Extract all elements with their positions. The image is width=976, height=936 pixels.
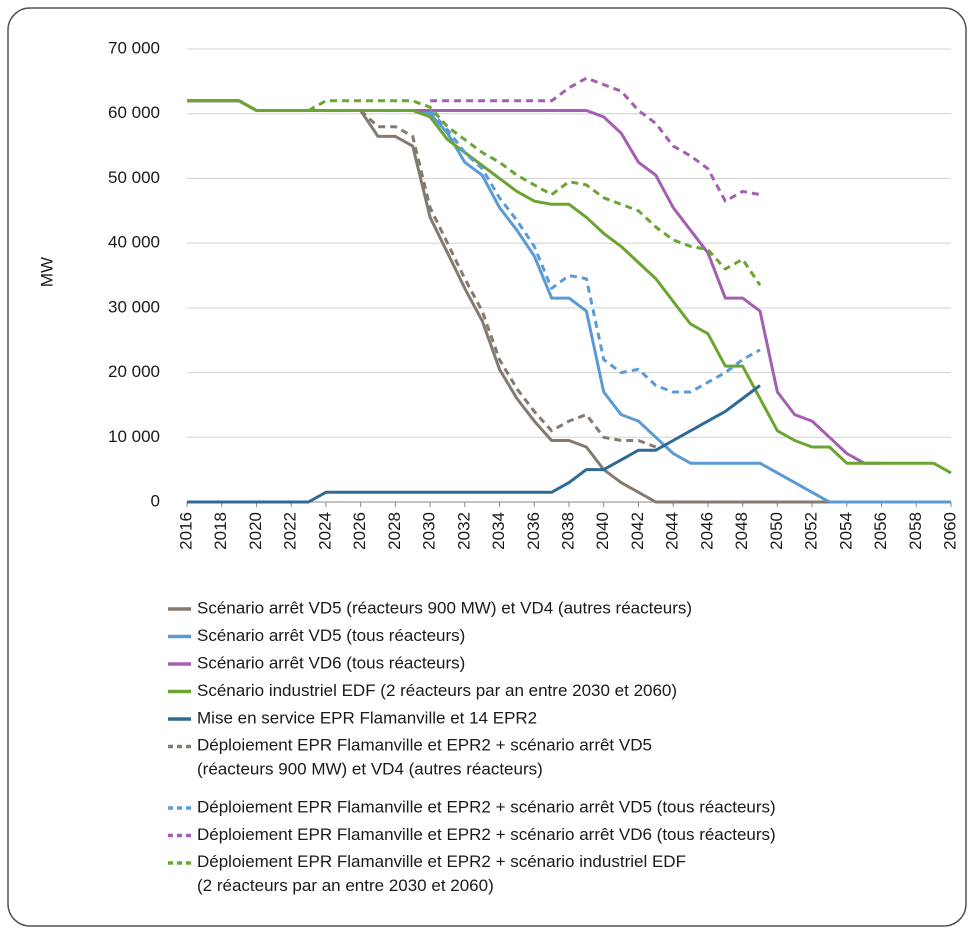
x-tick-label: 2024 [315,512,334,550]
x-tick-label: 2016 [176,512,195,550]
legend-label: Déploiement EPR Flamanville et EPR2 + sc… [197,736,657,779]
y-tick-label: 40 000 [108,233,160,252]
frame [7,7,967,927]
y-tick-label: 30 000 [108,297,160,316]
series-line [187,384,761,504]
y-tick-label: 20 000 [108,362,160,381]
legend-label: Déploiement EPR Flamanville et EPR2 + sc… [197,825,776,844]
x-tick-label: 2042 [628,512,647,550]
x-tick-label: 2020 [246,512,265,550]
x-tick-label: 2022 [281,512,300,550]
x-tick-label: 2018 [211,512,230,550]
x-tick-label: 2030 [420,512,439,550]
x-tick-label: 2060 [940,512,959,550]
x-tick-label: 2036 [524,512,543,550]
series-line [187,99,952,475]
x-tick-label: 2052 [802,512,821,550]
x-tick-label: 2044 [663,512,682,550]
x-tick-label: 2026 [350,512,369,550]
y-tick-label: 60 000 [108,103,160,122]
x-tick-label: 2050 [767,512,786,550]
legend-label: Scénario arrêt VD5 (réacteurs 900 MW) et… [197,598,692,617]
y-tick-label: 50 000 [108,168,160,187]
legend-label: Scénario arrêt VD6 (tous réacteurs) [197,653,465,672]
legend-label: Mise en service EPR Flamanville et 14 EP… [197,708,537,727]
x-tick-label: 2046 [697,512,716,550]
legend-label: Scénario arrêt VD5 (tous réacteurs) [197,626,465,645]
x-tick-label: 2054 [836,512,855,550]
series-line [430,76,761,203]
y-tick-label: 70 000 [108,38,160,57]
x-tick-label: 2048 [732,512,751,550]
series-line [359,109,657,449]
x-tick-label: 2040 [593,512,612,550]
legend-label: Déploiement EPR Flamanville et EPR2 + sc… [197,797,776,816]
x-tick-label: 2032 [454,512,473,550]
x-tick-label: 2058 [906,512,925,550]
y-tick-label: 10 000 [108,427,160,446]
y-axis-label: MW [37,257,56,287]
legend-label: Déploiement EPR Flamanville et EPR2 + sc… [197,852,691,895]
x-tick-label: 2034 [489,512,508,550]
series-line [307,99,762,287]
legend-label: Scénario industriel EDF (2 réacteurs par… [197,681,677,700]
x-tick-label: 2038 [558,512,577,550]
y-tick-label: 0 [151,491,160,510]
x-tick-label: 2056 [871,512,890,550]
x-tick-label: 2028 [385,512,404,550]
